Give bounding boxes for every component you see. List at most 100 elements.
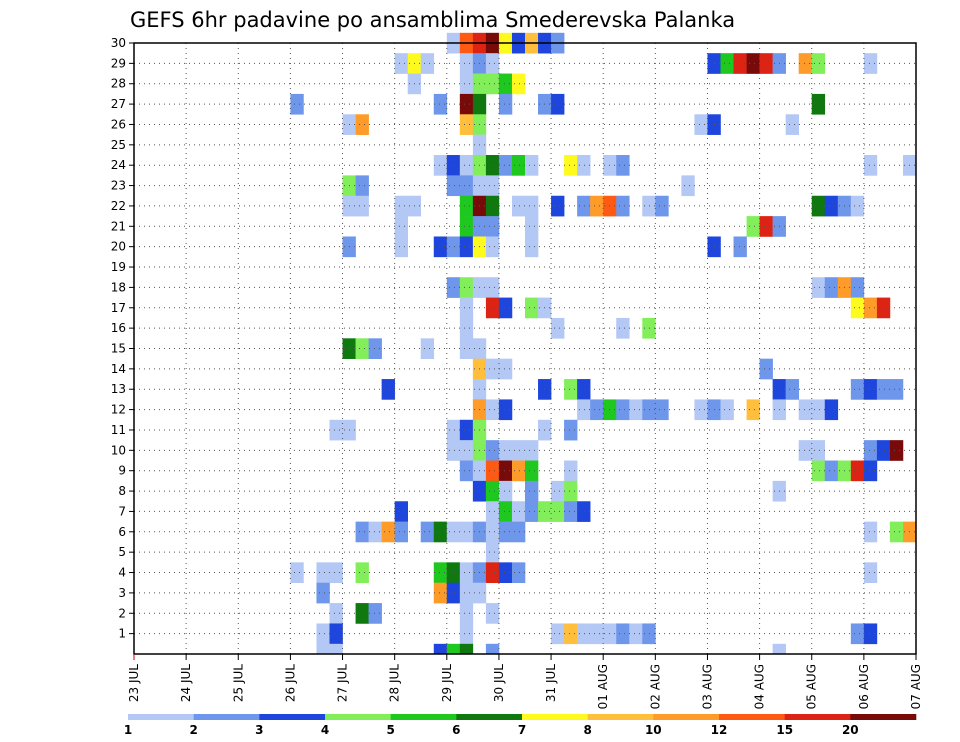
heatmap-cell bbox=[485, 297, 500, 319]
colorbar-swatch bbox=[653, 714, 720, 720]
heatmap-cell bbox=[459, 114, 474, 135]
heatmap-cell bbox=[850, 623, 865, 645]
heatmap-cell bbox=[459, 277, 474, 298]
heatmap-cell bbox=[498, 93, 513, 115]
heatmap-cell bbox=[459, 440, 474, 461]
y-tick-label: 24 bbox=[111, 158, 126, 172]
heatmap-cell bbox=[446, 419, 461, 441]
heatmap-cell bbox=[525, 195, 539, 217]
heatmap-cell bbox=[511, 155, 526, 176]
heatmap-cell bbox=[525, 236, 539, 258]
x-tick-label: 03 AUG bbox=[701, 664, 715, 709]
heatmap-cell bbox=[876, 440, 891, 461]
heatmap-cell bbox=[811, 460, 826, 482]
heatmap-cell bbox=[564, 501, 578, 522]
heatmap-cell bbox=[485, 480, 500, 502]
heatmap-cell bbox=[485, 521, 500, 543]
x-tick-label: 31 JUL bbox=[544, 664, 558, 702]
heatmap-cell bbox=[564, 623, 578, 645]
heatmap-cell bbox=[551, 623, 565, 645]
heatmap-cell bbox=[850, 277, 865, 298]
colorbar-swatch bbox=[456, 714, 523, 720]
heatmap-cell bbox=[511, 440, 526, 461]
colorbar-swatch bbox=[784, 714, 851, 720]
heatmap-cell bbox=[459, 175, 474, 197]
heatmap-cell bbox=[551, 480, 565, 502]
heatmap-cell bbox=[485, 175, 500, 197]
heatmap-cell bbox=[316, 562, 330, 584]
heatmap-cell bbox=[459, 419, 474, 441]
heatmap-cell bbox=[433, 582, 448, 604]
heatmap-cell bbox=[551, 317, 565, 339]
heatmap-cell bbox=[525, 216, 539, 237]
heatmap-cell bbox=[433, 562, 448, 584]
y-tick-label: 22 bbox=[111, 199, 126, 213]
heatmap-cell bbox=[394, 501, 408, 522]
colorbar-label: 20 bbox=[842, 723, 859, 737]
heatmap-cell bbox=[485, 460, 500, 482]
heatmap-cell bbox=[498, 562, 513, 584]
heatmap-cell bbox=[329, 562, 343, 584]
x-tick-label: 07 AUG bbox=[909, 664, 923, 709]
heatmap-cell bbox=[433, 643, 448, 655]
heatmap-cell bbox=[485, 236, 500, 258]
heatmap-cell bbox=[551, 195, 565, 217]
heatmap-cell bbox=[459, 338, 474, 359]
heatmap-cell bbox=[577, 501, 591, 522]
heatmap-cell bbox=[485, 53, 500, 74]
heatmap-cell bbox=[459, 93, 474, 115]
colorbar-swatch bbox=[587, 714, 654, 720]
y-tick-label: 25 bbox=[111, 138, 126, 152]
heatmap-cell bbox=[446, 521, 461, 543]
heatmap-cell bbox=[863, 440, 878, 461]
heatmap-cell bbox=[498, 440, 513, 461]
colorbar-label: 2 bbox=[190, 723, 198, 737]
heatmap-cell bbox=[655, 195, 669, 217]
heatmap-cell bbox=[759, 358, 773, 380]
heatmap-cell bbox=[824, 460, 839, 482]
colorbar-label: 7 bbox=[518, 723, 526, 737]
heatmap-cell bbox=[485, 216, 500, 237]
x-tick-label: 04 AUG bbox=[753, 664, 767, 709]
heatmap-cell bbox=[329, 623, 343, 645]
heatmap-cell bbox=[355, 175, 369, 197]
heatmap-cell bbox=[381, 521, 395, 543]
heatmap-cell bbox=[511, 195, 526, 217]
heatmap-cell bbox=[629, 399, 643, 421]
heatmap-cell bbox=[459, 53, 474, 74]
heatmap-cell bbox=[564, 419, 578, 441]
x-tick-label: 06 AUG bbox=[857, 664, 871, 709]
heatmap-cell bbox=[850, 297, 865, 319]
heatmap-cell bbox=[629, 623, 643, 645]
heatmap-cell bbox=[616, 317, 630, 339]
heatmap-cell bbox=[368, 338, 382, 359]
heatmap-cell bbox=[329, 603, 343, 624]
heatmap-cell bbox=[863, 53, 878, 74]
heatmap-cell bbox=[329, 643, 343, 655]
colorbar-swatch bbox=[390, 714, 457, 720]
heatmap-cell bbox=[590, 623, 604, 645]
y-tick-label: 18 bbox=[111, 280, 126, 294]
heatmap-cell bbox=[485, 501, 500, 522]
heatmap-cell bbox=[498, 155, 513, 176]
heatmap-cell bbox=[485, 358, 500, 380]
heatmap-cell bbox=[616, 623, 630, 645]
colorbar-label: 15 bbox=[776, 723, 793, 737]
heatmap-cell bbox=[433, 93, 448, 115]
y-tick-label: 13 bbox=[111, 382, 126, 396]
heatmap-cell bbox=[811, 277, 826, 298]
heatmap-cell bbox=[798, 399, 813, 421]
heatmap-cell bbox=[498, 501, 513, 522]
x-tick-label: 30 JUL bbox=[492, 664, 506, 702]
heatmap-cell bbox=[824, 277, 839, 298]
heatmap-cell bbox=[498, 73, 513, 95]
heatmap-cell bbox=[850, 195, 865, 217]
y-tick-label: 3 bbox=[118, 586, 126, 600]
y-tick-label: 20 bbox=[111, 240, 126, 254]
heatmap-cell bbox=[446, 236, 461, 258]
heatmap-cell bbox=[459, 603, 474, 624]
y-tick-label: 19 bbox=[111, 260, 126, 274]
heatmap-cell bbox=[316, 643, 330, 655]
heatmap-cell bbox=[355, 338, 369, 359]
heatmap-cell bbox=[290, 93, 304, 115]
